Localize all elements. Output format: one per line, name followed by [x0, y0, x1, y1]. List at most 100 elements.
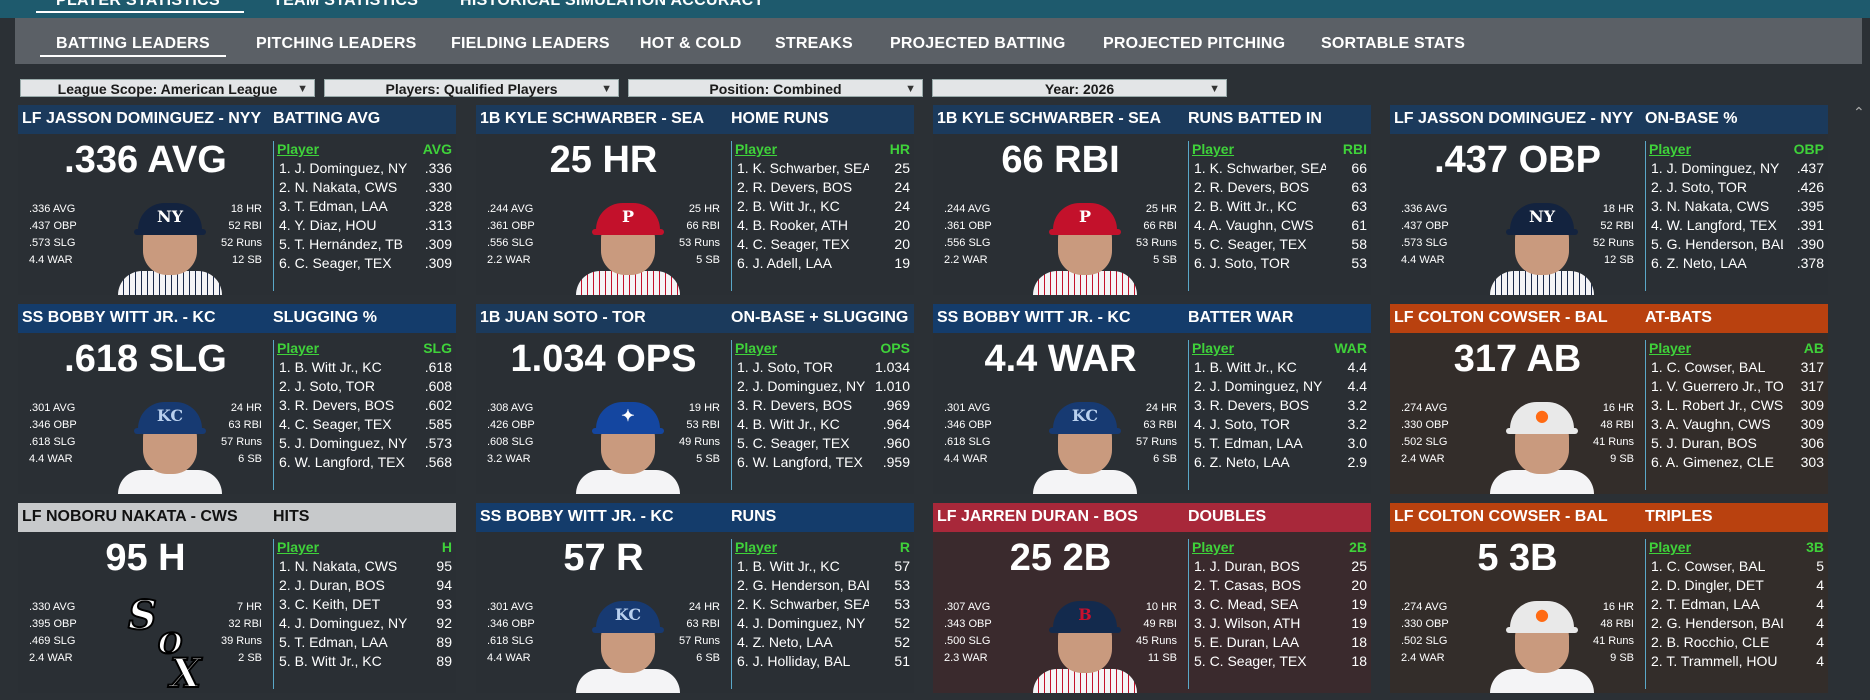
leader-card[interactable]: LF JARREN DURAN - BOS DOUBLES 25 2B .307 AV… — [933, 503, 1371, 693]
leader-card[interactable]: 1B KYLE SCHWARBER - SEA HOME RUNS 25 HR .24… — [476, 105, 914, 295]
player-name[interactable]: LF JASSON DOMINGUEZ - NYY — [1394, 110, 1634, 127]
leader-row[interactable]: 4. B. Witt Jr., KC .964 — [735, 416, 910, 435]
leader-row[interactable]: 4. J. Soto, TOR 3.2 — [1192, 416, 1367, 435]
player-column-header[interactable]: Player — [1192, 340, 1235, 356]
player-column-header[interactable]: Player — [1649, 539, 1692, 555]
leader-row[interactable]: 1. C. Cowser, BAL 5 — [1649, 558, 1824, 577]
leader-row[interactable]: 2. B. Rocchio, CLE 4 — [1649, 634, 1824, 653]
stat-column-header[interactable]: HR — [889, 141, 910, 157]
stat-column-header[interactable]: OBP — [1793, 141, 1824, 157]
leader-row[interactable]: 1. B. Witt Jr., KC .618 — [277, 359, 452, 378]
players-dropdown[interactable]: Players: Qualified Players ▼ — [324, 79, 619, 97]
leader-card[interactable]: LF JASSON DOMINGUEZ - NYY ON-BASE % .437 O… — [1390, 105, 1828, 295]
leader-card[interactable]: LF COLTON COWSER - BAL TRIPLES 5 3B .274 AV… — [1390, 503, 1828, 693]
tab-fielding-leaders[interactable]: FIELDING LEADERS — [451, 35, 610, 52]
player-column-header[interactable]: Player — [277, 539, 320, 555]
leader-row[interactable]: 2. G. Henderson, BAL 53 — [735, 577, 910, 596]
leader-row[interactable]: 1. B. Witt Jr., KC 4.4 — [1192, 359, 1367, 378]
leader-row[interactable]: 4. B. Rooker, ATH 20 — [735, 217, 910, 236]
leader-row[interactable]: 1. C. Cowser, BAL 317 — [1649, 359, 1824, 378]
tab-projected-batting[interactable]: PROJECTED BATTING — [890, 35, 1066, 52]
leader-row[interactable]: 1. B. Witt Jr., KC 57 — [735, 558, 910, 577]
leader-row[interactable]: 3. R. Devers, BOS .969 — [735, 397, 910, 416]
year-dropdown[interactable]: Year: 2026 ▼ — [932, 79, 1227, 97]
league-scope-dropdown[interactable]: League Scope: American League ▼ — [20, 79, 315, 97]
leader-row[interactable]: 3. A. Vaughn, CWS 309 — [1649, 416, 1824, 435]
leader-card[interactable]: SS BOBBY WITT JR. - KC RUNS 57 R .301 AVG .3… — [476, 503, 914, 693]
leader-row[interactable]: 6. J. Holliday, BAL 51 — [735, 653, 910, 672]
leader-row[interactable]: 4. C. Seager, TEX .585 — [277, 416, 452, 435]
leader-row[interactable]: 6. W. Langford, TEX .959 — [735, 454, 910, 473]
player-name[interactable]: LF JASSON DOMINGUEZ - NYY — [22, 110, 262, 127]
tab-streaks[interactable]: STREAKS — [775, 35, 853, 52]
player-name[interactable]: LF NOBORU NAKATA - CWS — [22, 508, 238, 525]
leader-row[interactable]: 3. R. Devers, BOS 3.2 — [1192, 397, 1367, 416]
leader-card[interactable]: LF COLTON COWSER - BAL AT-BATS 317 AB .274 … — [1390, 304, 1828, 494]
leader-row[interactable]: 6. A. Gimenez, CLE 303 — [1649, 454, 1824, 473]
stat-column-header[interactable]: AVG — [422, 141, 452, 157]
leader-row[interactable]: 4. J. Dominguez, NY 92 — [277, 615, 452, 634]
player-name[interactable]: 1B KYLE SCHWARBER - SEA — [937, 110, 1162, 127]
leader-row[interactable]: 6. J. Soto, TOR 53 — [1192, 255, 1367, 274]
tab-sortable-stats[interactable]: SORTABLE STATS — [1321, 35, 1466, 52]
leader-row[interactable]: 3. L. Robert Jr., CWS 309 — [1649, 397, 1824, 416]
leader-row[interactable]: 1. K. Schwarber, SEA 25 — [735, 160, 910, 179]
stat-column-header[interactable]: AB — [1803, 340, 1824, 356]
leader-row[interactable]: 2. J. Dominguez, NY 1.010 — [735, 378, 910, 397]
tab-hot-cold[interactable]: HOT & COLD — [640, 35, 742, 52]
leader-row[interactable]: 5. C. Seager, TEX .960 — [735, 435, 910, 454]
leader-row[interactable]: 5. T. Hernández, TB .309 — [277, 236, 452, 255]
tab-historical-simulation-accuracy[interactable]: HISTORICAL SIMULATION ACCURACY — [460, 0, 765, 9]
stat-column-header[interactable]: 2B — [1349, 539, 1367, 555]
leader-card[interactable]: 1B JUAN SOTO - TOR ON-BASE + SLUGGING 1.03… — [476, 304, 914, 494]
leader-row[interactable]: 5. C. Seager, TEX 18 — [1192, 653, 1367, 672]
leader-row[interactable]: 3. C. Keith, DET 93 — [277, 596, 452, 615]
player-name[interactable]: SS BOBBY WITT JR. - KC — [937, 309, 1131, 326]
leader-row[interactable]: 2. R. Devers, BOS 24 — [735, 179, 910, 198]
leader-row[interactable]: 5. J. Duran, BOS 306 — [1649, 435, 1824, 454]
leader-card[interactable]: SS BOBBY WITT JR. - KC SLUGGING % .618 SLG… — [18, 304, 456, 494]
leader-row[interactable]: 5. C. Seager, TEX 58 — [1192, 236, 1367, 255]
stat-column-header[interactable]: WAR — [1334, 340, 1367, 356]
player-column-header[interactable]: Player — [1192, 539, 1235, 555]
player-column-header[interactable]: Player — [1649, 340, 1692, 356]
player-column-header[interactable]: Player — [277, 340, 320, 356]
player-name[interactable]: 1B JUAN SOTO - TOR — [480, 309, 646, 326]
leader-row[interactable]: 2. N. Nakata, CWS .330 — [277, 179, 452, 198]
leader-row[interactable]: 2. J. Dominguez, NY 4.4 — [1192, 378, 1367, 397]
leader-card[interactable]: LF NOBORU NAKATA - CWS HITS 95 H .330 AVG .3… — [18, 503, 456, 698]
leader-row[interactable]: 2. R. Devers, BOS 63 — [1192, 179, 1367, 198]
leader-row[interactable]: 4. J. Dominguez, NY 52 — [735, 615, 910, 634]
tab-player-statistics[interactable]: PLAYER STATISTICS — [56, 0, 220, 9]
leader-row[interactable]: 5. G. Henderson, BAL .390 — [1649, 236, 1824, 255]
leader-row[interactable]: 1. K. Schwarber, SEA 66 — [1192, 160, 1367, 179]
player-column-header[interactable]: Player — [735, 539, 778, 555]
leader-row[interactable]: 2. K. Schwarber, SEA 53 — [735, 596, 910, 615]
leader-row[interactable]: 3. N. Nakata, CWS .395 — [1649, 198, 1824, 217]
leader-row[interactable]: 2. J. Soto, TOR .608 — [277, 378, 452, 397]
leader-row[interactable]: 1. V. Guerrero Jr., TOR 317 — [1649, 378, 1824, 397]
leader-row[interactable]: 3. R. Devers, BOS .602 — [277, 397, 452, 416]
leader-row[interactable]: 1. J. Dominguez, NY .336 — [277, 160, 452, 179]
stat-column-header[interactable]: R — [899, 539, 910, 555]
stat-column-header[interactable]: RBI — [1342, 141, 1367, 157]
player-column-header[interactable]: Player — [735, 340, 778, 356]
player-name[interactable]: LF JARREN DURAN - BOS — [937, 508, 1138, 525]
leader-row[interactable]: 6. J. Adell, LAA 19 — [735, 255, 910, 274]
leader-row[interactable]: 1. N. Nakata, CWS 95 — [277, 558, 452, 577]
leader-row[interactable]: 4. A. Vaughn, CWS 61 — [1192, 217, 1367, 236]
tab-pitching-leaders[interactable]: PITCHING LEADERS — [256, 35, 417, 52]
leader-card[interactable]: SS BOBBY WITT JR. - KC BATTER WAR 4.4 WAR.… — [933, 304, 1371, 494]
leader-row[interactable]: 2. B. Witt Jr., KC 24 — [735, 198, 910, 217]
leader-row[interactable]: 6. Z. Neto, LAA .378 — [1649, 255, 1824, 274]
leader-row[interactable]: 2. T. Edman, LAA 4 — [1649, 596, 1824, 615]
stat-column-header[interactable]: OPS — [880, 340, 910, 356]
leader-row[interactable]: 2. G. Henderson, BAL 4 — [1649, 615, 1824, 634]
leader-row[interactable]: 3. J. Wilson, ATH 19 — [1192, 615, 1367, 634]
leader-row[interactable]: 1. J. Soto, TOR 1.034 — [735, 359, 910, 378]
player-name[interactable]: SS BOBBY WITT JR. - KC — [480, 508, 674, 525]
leader-row[interactable]: 5. B. Witt Jr., KC 89 — [277, 653, 452, 672]
leader-row[interactable]: 6. W. Langford, TEX .568 — [277, 454, 452, 473]
tab-team-statistics[interactable]: TEAM STATISTICS — [273, 0, 419, 9]
player-name[interactable]: LF COLTON COWSER - BAL — [1394, 309, 1608, 326]
